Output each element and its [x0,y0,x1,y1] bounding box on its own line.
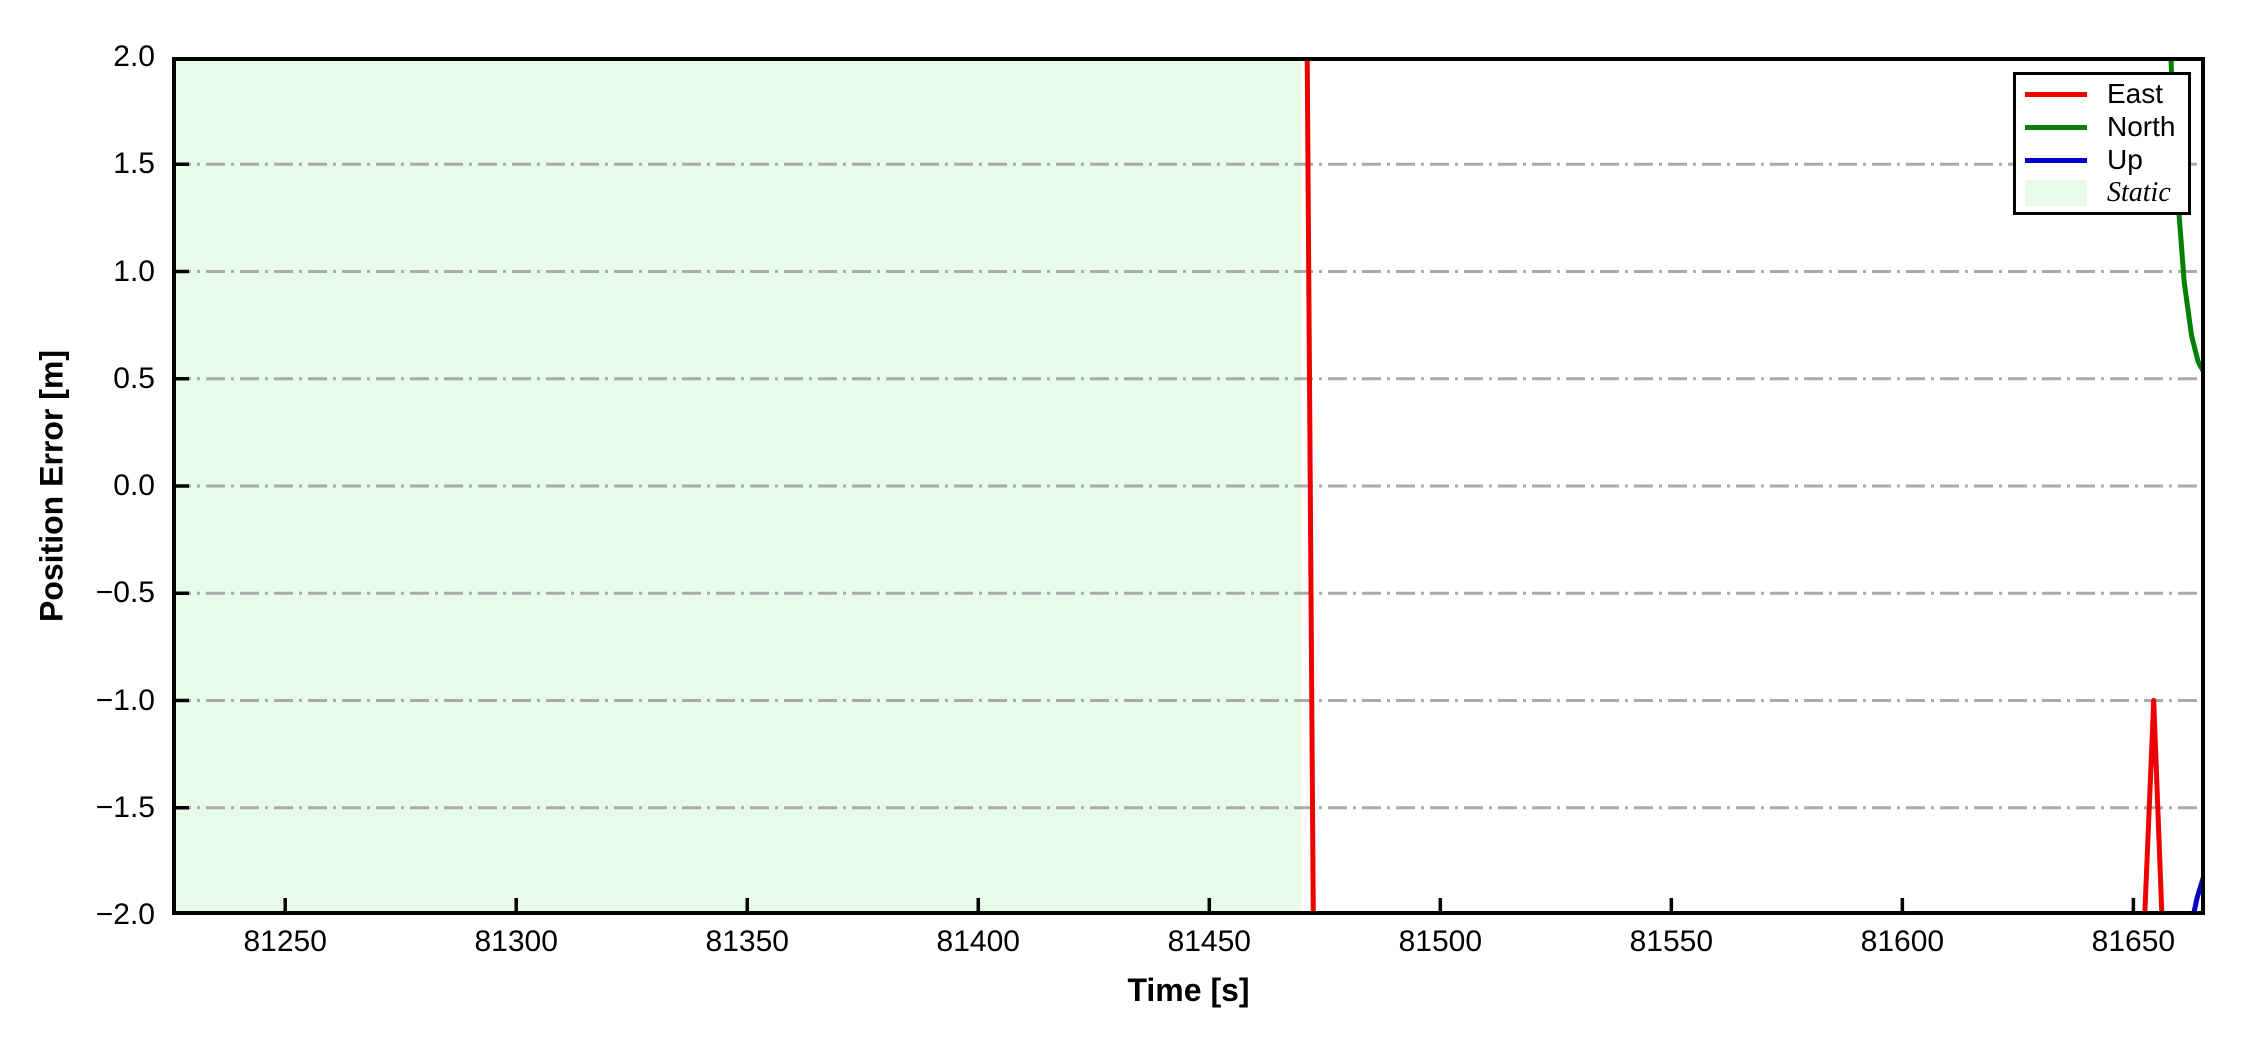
x-tick-label: 81550 [1629,925,1714,958]
x-tick-label: 81450 [1167,925,1251,958]
legend-label: East [2107,78,2164,109]
y-tick-label: 0.0 [113,469,155,502]
x-tick-label: 81250 [243,925,327,958]
x-tick-label: 81300 [474,925,558,958]
legend-label: Static [2107,177,2171,208]
x-tick-label: 81350 [705,925,789,958]
x-tick-label: 81600 [1860,925,1945,958]
legend-line-swatch-east [2025,91,2087,97]
legend-label: Up [2107,144,2143,175]
legend: East North Up Static [2013,72,2191,215]
y-tick-label: −1.0 [95,683,155,717]
x-axis-label: Time [s] [1127,972,1250,1008]
y-tick-label: −2.0 [95,898,155,931]
y-tick-label: −0.5 [95,576,155,610]
legend-line-swatch-up [2025,157,2087,163]
plot-area [172,57,2205,915]
x-tick-label: 81500 [1398,925,1483,958]
legend-line-swatch-north [2025,124,2087,130]
y-tick-label: 0.5 [113,361,155,395]
x-tick-label: 81650 [2091,925,2176,958]
legend-item-up: Up [2025,144,2188,177]
legend-item-static: Static [2025,177,2188,210]
y-tick-label: −1.5 [95,790,155,824]
legend-patch-swatch-static [2025,180,2087,206]
legend-label: North [2107,111,2176,142]
series-line-north [2168,57,2205,376]
legend-item-north: North [2025,111,2188,144]
x-tick-label: 81400 [936,925,1020,958]
legend-item-east: East [2025,78,2188,111]
plot-border [172,57,2205,915]
y-tick-label: 1.5 [113,147,155,181]
y-tick-label: 2.0 [113,40,155,73]
series-line-up [2190,871,2205,915]
y-tick-label: 1.0 [113,254,155,288]
